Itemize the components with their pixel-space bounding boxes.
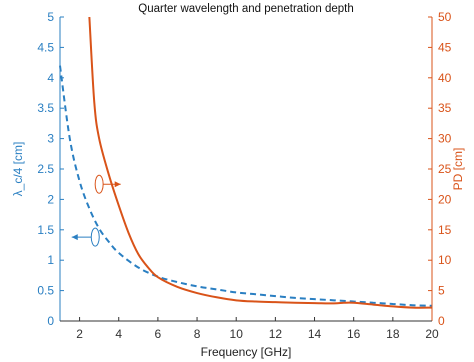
right-tick-label: 0 <box>438 314 445 328</box>
left-tick-label: 3 <box>47 132 54 146</box>
left-tick-label: 4.5 <box>37 40 54 54</box>
x-tick-label: 14 <box>308 327 322 341</box>
left-tick-label: 0.5 <box>37 284 54 298</box>
left-tick-label: 3.5 <box>37 101 54 115</box>
quarter-wavelength-series <box>59 65 433 307</box>
x-axis-label: Frequency [GHz] <box>201 345 292 359</box>
left-tick-label: 5 <box>47 10 54 24</box>
plot-area <box>60 17 432 321</box>
right-tick-label: 20 <box>438 192 452 206</box>
left-tick-label: 2 <box>47 192 54 206</box>
x-tick-label: 16 <box>347 327 361 341</box>
x-tick-label: 6 <box>155 327 162 341</box>
right-tick-label: 10 <box>438 253 452 267</box>
penetration-depth-series <box>88 16 433 309</box>
right-tick-label: 25 <box>438 162 452 176</box>
right-tick-label: 40 <box>438 71 452 85</box>
right-tick-label: 5 <box>438 284 445 298</box>
annotation-arrowhead <box>71 234 78 241</box>
x-tick-label: 12 <box>269 327 283 341</box>
annotation-layer <box>71 174 121 247</box>
right-tick-label: 15 <box>438 223 452 237</box>
left-tick-label: 1.5 <box>37 223 54 237</box>
x-tick-label: 20 <box>425 327 439 341</box>
x-tick-label: 4 <box>115 327 122 341</box>
right-axis-label: PD [cm] <box>451 148 465 191</box>
x-tick-label: 18 <box>386 327 400 341</box>
right-tick-label: 35 <box>438 101 452 115</box>
chart-title: Quarter wavelength and penetration depth <box>138 3 353 15</box>
left-axis-label: λ_c/4 [cm] <box>11 142 25 197</box>
x-tick-label: 2 <box>76 327 83 341</box>
annotation-arrowhead <box>114 181 121 188</box>
series-layer <box>59 16 433 309</box>
x-tick-label: 10 <box>230 327 244 341</box>
x-tick-label: 8 <box>194 327 201 341</box>
left-tick-label: 0 <box>47 314 54 328</box>
right-tick-group: 0 5 10 15 20 25 30 35 40 45 50 <box>428 10 452 328</box>
left-tick-label: 4 <box>47 71 54 85</box>
right-tick-label: 45 <box>438 40 452 54</box>
left-tick-label: 2.5 <box>37 162 54 176</box>
x-tick-group: 2 4 6 8 10 12 14 16 18 20 <box>76 317 439 341</box>
left-tick-group: 0 0.5 1 1.5 2 2.5 3 3.5 4 4.5 5 <box>37 10 64 328</box>
right-tick-label: 30 <box>438 132 452 146</box>
left-tick-label: 1 <box>47 253 54 267</box>
right-tick-label: 50 <box>438 10 452 24</box>
